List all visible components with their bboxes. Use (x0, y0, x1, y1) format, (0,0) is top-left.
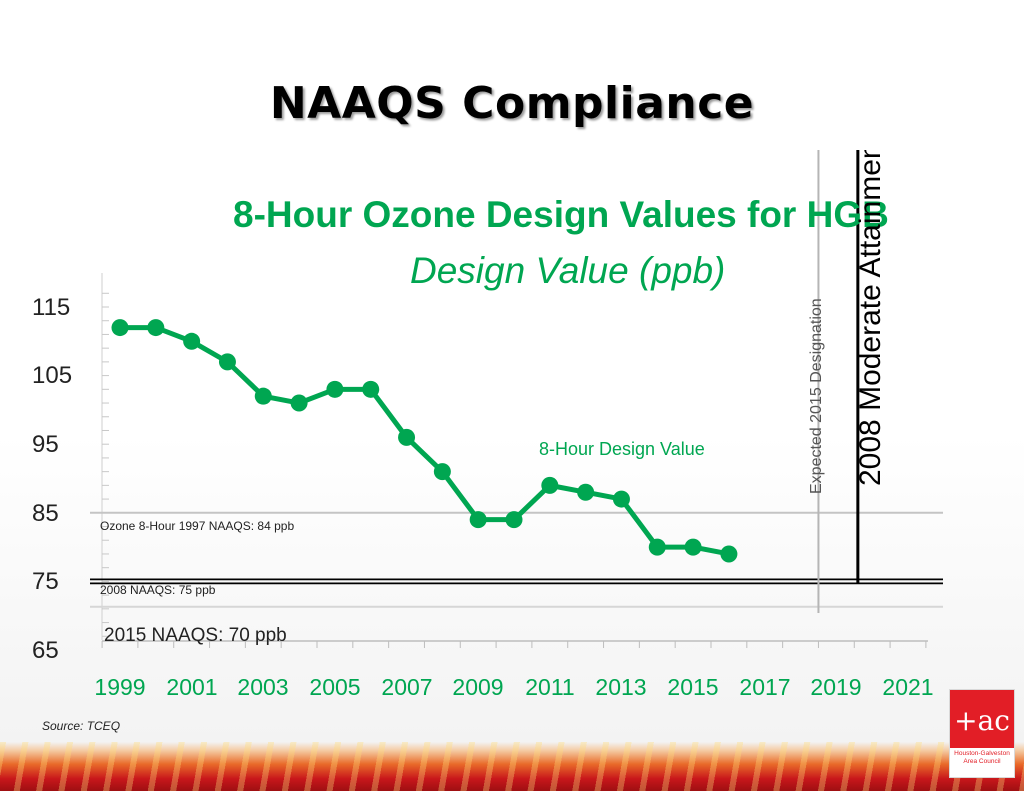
reference-line-label-2008: 2008 NAAQS: 75 ppb (100, 583, 216, 597)
x-tick-label: 2007 (381, 674, 433, 700)
x-tick-label: 2001 (166, 674, 218, 700)
x-tick-label: 1999 (94, 674, 146, 700)
data-point (433, 463, 451, 481)
y-tick-label: 75 (32, 568, 59, 595)
data-point (577, 483, 595, 501)
vertical-marker-label-expected: Expected 2015 Designation (808, 298, 825, 494)
reference-line-label-1997: Ozone 8-Hour 1997 NAAQS: 84 ppb (100, 519, 295, 533)
x-tick-label: 2017 (739, 674, 791, 700)
y-tick-label: 105 (32, 362, 73, 389)
svg-text:+ac: +ac (954, 704, 1010, 737)
x-tick-label: 2003 (237, 674, 289, 700)
slide-title: NAAQS Compliance (269, 78, 755, 129)
data-point (254, 387, 272, 405)
y-tick-label: 85 (32, 500, 59, 527)
data-point (541, 476, 559, 494)
logo-mark: +ac (950, 690, 1014, 748)
data-point (111, 319, 129, 337)
data-point (720, 545, 738, 563)
data-point (612, 490, 630, 508)
h-gac-logo: +ac Houston-Galveston Area Council (949, 689, 1015, 778)
data-point (362, 380, 380, 398)
data-point (469, 511, 487, 529)
vertical-marker-label-clip: 2008 Moderate Attainment (846, 150, 886, 486)
logo-caption-line2: Area Council (963, 758, 1001, 765)
data-point (684, 538, 702, 556)
x-tick-label: 2013 (595, 674, 647, 700)
series-label: 8-Hour Design Value (539, 439, 705, 459)
x-tick-label: 2021 (882, 674, 934, 700)
data-point (648, 538, 666, 556)
data-point (398, 428, 416, 446)
data-point (218, 353, 236, 371)
x-tick-label: 2015 (667, 674, 719, 700)
data-point (505, 511, 523, 529)
x-tick-label: 2019 (810, 674, 862, 700)
x-tick-label: 2005 (309, 674, 361, 700)
data-point (290, 394, 308, 412)
x-tick-label: 2011 (525, 674, 575, 700)
chart-title: 8-Hour Ozone Design Values for HGB (233, 194, 889, 235)
logo-glyph-icon: +ac (954, 704, 1010, 737)
y-tick-label: 65 (32, 637, 59, 664)
logo-caption-line1: Houston-Galveston (954, 750, 1010, 757)
data-point (183, 332, 201, 350)
vertical-marker-label-attainment: 2008 Moderate Attainment (854, 150, 886, 486)
source-note: Source: TCEQ (42, 719, 121, 733)
chart-subtitle: Design Value (ppb) (410, 250, 726, 291)
logo-caption: Houston-Galveston Area Council (950, 750, 1014, 766)
y-tick-label: 95 (32, 431, 59, 458)
y-tick-label: 115 (32, 294, 71, 321)
data-point (147, 319, 165, 337)
reference-line-label-2015: 2015 NAAQS: 70 ppb (104, 625, 287, 646)
x-tick-label: 2009 (452, 674, 504, 700)
decorative-flame-band (0, 742, 1024, 791)
data-point (326, 380, 344, 398)
